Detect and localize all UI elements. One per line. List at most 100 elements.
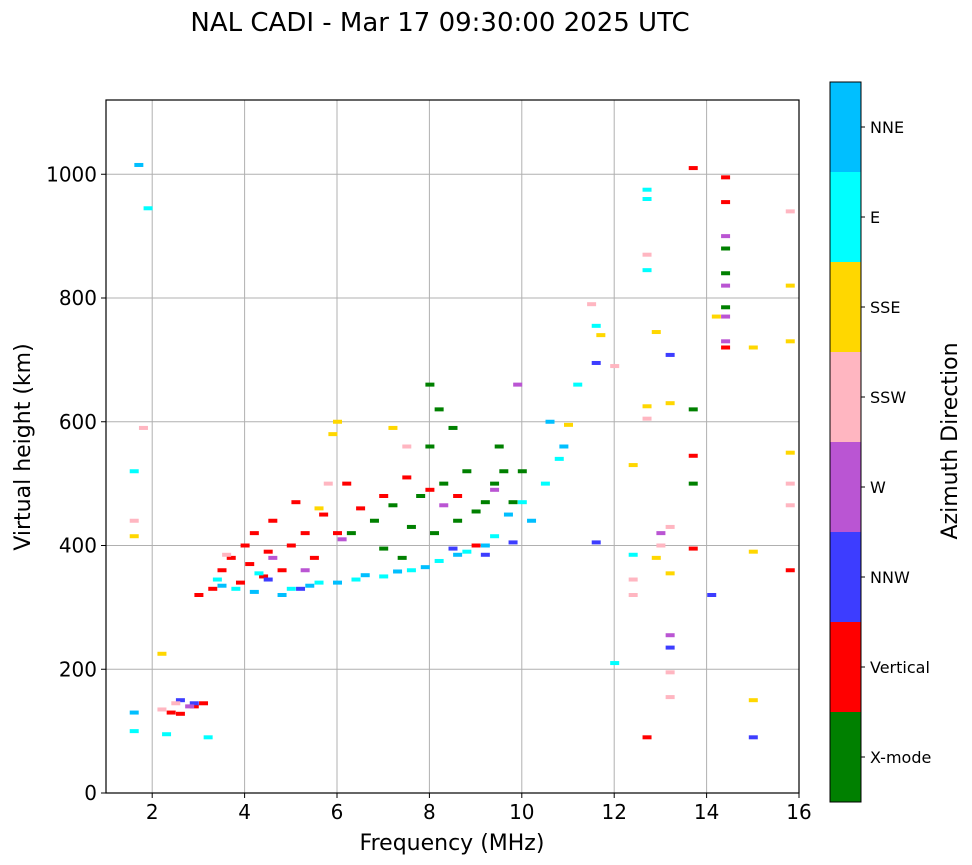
echo-point (721, 200, 731, 205)
echo-point (217, 568, 227, 573)
echo-point (540, 481, 550, 486)
echo-point (388, 503, 398, 508)
echo-point (480, 500, 490, 505)
colorbar: X-mode Vertical NNW W SSW SSE E NNE (829, 81, 931, 803)
echo-point (721, 305, 731, 310)
grid-lines (106, 100, 800, 793)
echo-point (194, 593, 204, 597)
echo-point (545, 419, 555, 424)
echo-point (721, 339, 731, 344)
echo-point (665, 352, 675, 357)
echo-point (379, 574, 389, 579)
echo-point (665, 695, 675, 700)
echo-point (490, 534, 500, 539)
echo-point (656, 531, 666, 536)
echo-point (319, 512, 329, 517)
echo-point (508, 540, 518, 545)
echo-point (434, 558, 444, 563)
colorbar-frame (829, 81, 862, 803)
echo-point (199, 701, 209, 706)
echo-point (503, 512, 513, 517)
echo-point (559, 444, 569, 449)
echo-point (513, 382, 523, 387)
echo-point (235, 580, 245, 585)
echo-point (471, 543, 481, 548)
x-tick-label: 8 (423, 800, 436, 824)
echo-point (688, 407, 698, 412)
echo-point (480, 552, 490, 557)
echo-point (263, 577, 273, 582)
echo-point (642, 252, 652, 257)
echo-point (628, 552, 638, 557)
y-tick-label: 200 (59, 657, 97, 681)
echo-point (499, 469, 509, 474)
echo-point (157, 651, 167, 656)
series-nnw (175, 352, 758, 740)
echo-point (249, 531, 259, 536)
echo-point (406, 568, 416, 573)
echo-point (642, 404, 652, 409)
echo-point (688, 546, 698, 551)
echo-point (642, 735, 652, 740)
echo-point (651, 555, 661, 560)
echo-point (425, 487, 435, 492)
echo-point (129, 469, 139, 474)
echo-point (397, 555, 407, 560)
echo-point (203, 735, 213, 740)
echo-point (222, 552, 232, 557)
echo-point (785, 481, 795, 486)
colorbar-segment (830, 82, 861, 172)
echo-point (721, 283, 731, 288)
echo-point (665, 645, 675, 650)
echo-point (379, 546, 389, 551)
echo-point (171, 701, 181, 706)
echo-point (300, 531, 310, 536)
echo-point (259, 574, 269, 579)
echo-point (212, 577, 222, 582)
echo-point (333, 419, 342, 424)
echo-point (642, 187, 652, 192)
echo-point (721, 246, 731, 251)
series-w (185, 234, 731, 709)
echo-point (642, 416, 652, 421)
echo-point (610, 661, 620, 666)
echo-point (688, 166, 698, 171)
colorbar-segment (830, 352, 861, 442)
echo-point (711, 314, 721, 319)
colorbar-tick-label: NNE (870, 118, 904, 137)
echo-point (462, 549, 472, 554)
echo-point (245, 562, 255, 567)
x-tick-label: 16 (786, 800, 811, 824)
colorbar-tick-label: NNW (870, 568, 910, 587)
echo-point (471, 509, 481, 514)
echo-point (309, 555, 319, 560)
colorbar-label: Azimuth Direction (938, 342, 963, 539)
echo-point (448, 546, 458, 551)
echo-point (628, 463, 638, 468)
echo-point (166, 710, 176, 715)
colorbar-tick-label: SSE (870, 298, 900, 317)
colorbar-segment (830, 532, 861, 622)
echo-point (369, 518, 379, 523)
echo-point (406, 524, 416, 529)
echo-point (388, 425, 398, 430)
echo-point (314, 580, 324, 585)
echo-point (300, 568, 310, 573)
colorbar-tick-label: W (870, 478, 886, 497)
echo-point (143, 206, 153, 211)
echo-point (360, 573, 370, 578)
echo-point (453, 494, 463, 498)
echo-point (430, 531, 440, 536)
echo-point (721, 271, 731, 276)
echo-point (416, 494, 426, 498)
echo-point (328, 432, 338, 437)
echo-points (129, 162, 795, 740)
echo-point (291, 500, 301, 505)
echo-point (231, 586, 241, 591)
echo-point (217, 583, 227, 588)
echo-point (439, 503, 449, 508)
echo-point (434, 407, 444, 412)
echo-point (707, 593, 717, 597)
echo-point (591, 323, 601, 328)
